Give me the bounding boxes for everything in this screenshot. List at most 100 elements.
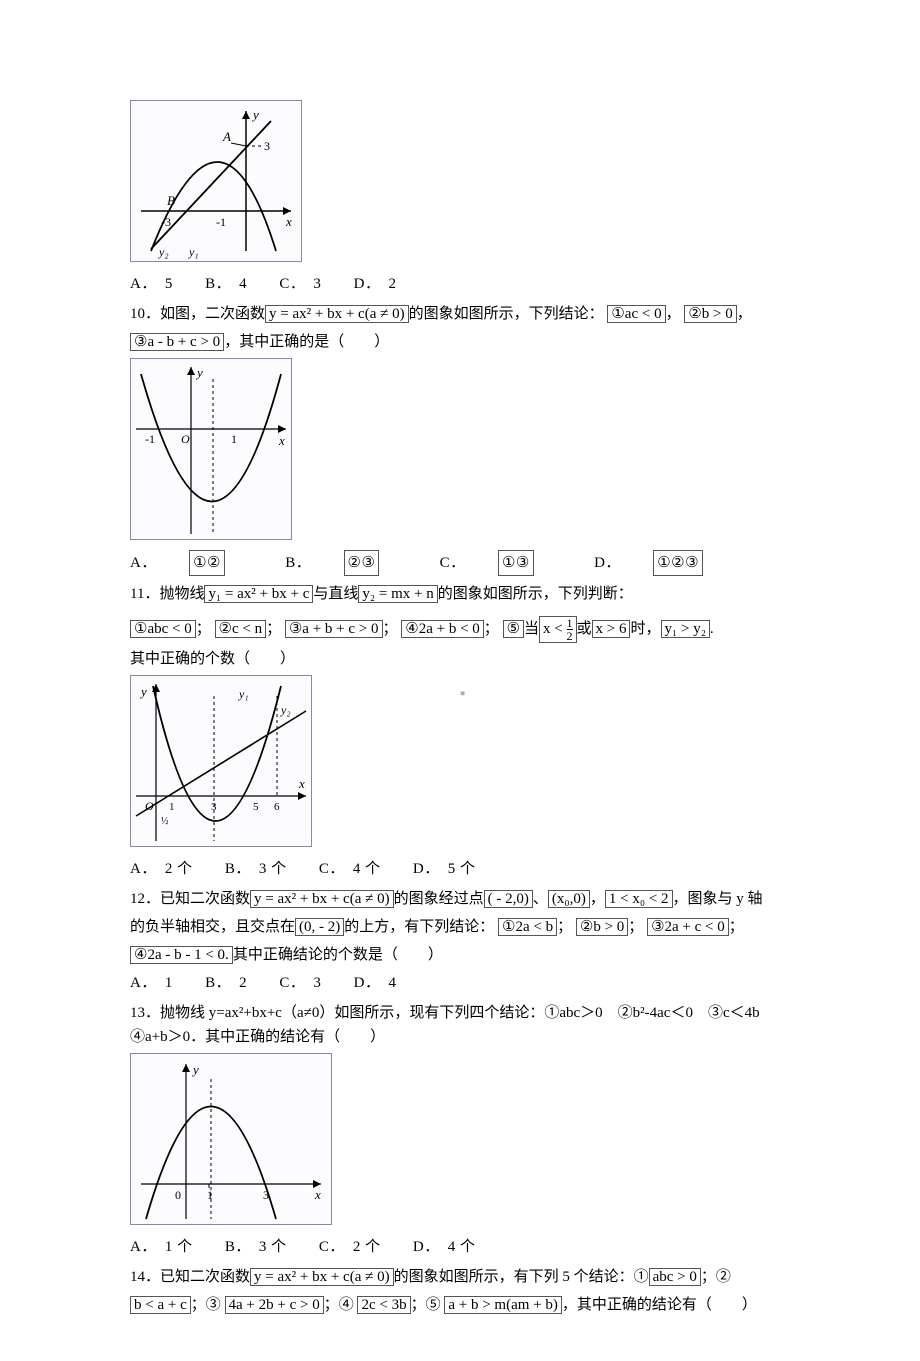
- q11-eq2: y₂ = mx + n: [358, 585, 437, 603]
- svg-text:-1: -1: [145, 432, 155, 446]
- q11-c5a: ⑤: [503, 620, 524, 638]
- q11-stem-d: 其中正确的个数（ ）: [130, 647, 790, 671]
- q11-c5b-l: 当: [524, 621, 539, 637]
- q10-optC: ①③: [498, 550, 534, 576]
- q11-stem-a: 11．抛物线: [130, 586, 204, 602]
- svg-text:y: y: [251, 107, 259, 122]
- q11-c1: ①abc < 0: [130, 620, 196, 638]
- q10-options: A． ①② B． ②③ C． ①③ D． ①②③: [130, 550, 790, 576]
- svg-text:6: 6: [274, 801, 280, 813]
- q14-stem-a: 14．已知二次函数: [130, 1269, 250, 1285]
- q11-options: A． 2 个 B． 3 个 C． 4 个 D． 5 个: [130, 857, 790, 881]
- q14-stem-e: ；④: [324, 1297, 354, 1313]
- q11-c3: ③a + b + c > 0: [285, 620, 383, 638]
- page-mark: ▪: [460, 682, 465, 706]
- q12-stem-e: 的上方，有下列结论：: [344, 919, 494, 935]
- q14-c2: b < a + c: [130, 1296, 191, 1314]
- q14-stem-g: ，其中正确的结论有（ ）: [562, 1297, 757, 1313]
- q10-optB: ②③: [344, 550, 380, 576]
- q11-c5c: 或: [577, 621, 592, 637]
- svg-text:1: 1: [231, 432, 237, 446]
- q12-optD: D． 4: [354, 971, 397, 995]
- svg-text:y: y: [195, 365, 203, 380]
- q11-optA: A． 2 个: [130, 857, 193, 881]
- q11-c2: ②c < n: [215, 620, 267, 638]
- q13-stem: 13．抛物线 y=ax²+bx+c（a≠0）如图所示，现有下列四个结论：①abc…: [130, 1001, 790, 1049]
- svg-text:y₁: y₁: [238, 687, 249, 701]
- q11-c5e: 时，: [630, 621, 660, 637]
- q11-c5d: x > 6: [592, 620, 631, 638]
- q12-c2: ②b > 0: [576, 918, 628, 936]
- q10-stem-a: 10．如图，二次函数: [130, 306, 265, 322]
- q12-optC: C． 3: [279, 971, 321, 995]
- q12-stem-b: 的图象经过点: [394, 891, 484, 907]
- q12-stem-a: 12．已知二次函数: [130, 891, 250, 907]
- svg-text:y₂: y₂: [158, 245, 169, 259]
- q10-optD: ①②③: [653, 550, 703, 576]
- q12-c3: ③2a + c < 0: [647, 918, 729, 936]
- svg-text:½: ½: [161, 816, 169, 827]
- q10-c1: ①ac < 0: [607, 305, 665, 323]
- q13-figure: y x 0 1 3: [130, 1053, 332, 1225]
- q12-p2: (x₀,0): [548, 890, 590, 908]
- q9-options: A． 5 B． 4 C． 3 D． 2: [130, 272, 790, 296]
- svg-text:x: x: [314, 1187, 321, 1202]
- svg-text:y₁: y₁: [188, 245, 199, 259]
- q10-optC-l: C．: [440, 551, 466, 575]
- q11-c5b-box: x < 12: [539, 616, 576, 643]
- q12-stem-c: ，图象与 y 轴: [673, 891, 763, 907]
- svg-text:x: x: [298, 776, 305, 791]
- q11-frac-d: 2: [567, 630, 573, 642]
- svg-text:-1: -1: [216, 215, 226, 229]
- svg-text:y: y: [139, 684, 147, 699]
- q11-stem-c: 的图象如图所示，下列判断：: [438, 586, 633, 602]
- q14-eq1: y = ax² + bx + c(a ≠ 0): [250, 1268, 394, 1286]
- svg-text:x: x: [278, 433, 285, 448]
- svg-text:O: O: [181, 432, 190, 446]
- q12-p1: ( - 2,0): [484, 890, 533, 908]
- q11-figure: y x O 1 3 5 6 ½ y₁ y₂: [130, 675, 312, 847]
- q13-optB: B． 3 个: [225, 1235, 287, 1259]
- q11-optD: D． 5 个: [413, 857, 476, 881]
- q12-options: A． 1 B． 2 C． 3 D． 4: [130, 971, 790, 995]
- q9-optA: A． 5: [130, 272, 173, 296]
- q11-tail: .: [710, 621, 714, 637]
- q9-optC: C． 3: [279, 272, 321, 296]
- q11-c4: ④2a + b < 0: [401, 620, 484, 638]
- q10-figure: y x -1 O 1: [130, 358, 292, 540]
- q9-figure: y x -1 -3 3 A B y₁ y₂: [130, 100, 302, 262]
- q12-c4: ④2a - b - 1 < 0.: [130, 946, 233, 964]
- svg-text:y: y: [191, 1062, 199, 1077]
- q10-stem-c: ，其中正确的是（ ）: [224, 334, 389, 350]
- q10-optD-l: D．: [594, 551, 621, 575]
- q11-c5f: y₁ > y₂: [661, 620, 710, 638]
- q13-options: A． 1 个 B． 3 个 C． 2 个 D． 4 个: [130, 1235, 790, 1259]
- q12-p4: (0, - 2): [295, 918, 344, 936]
- q14-stem-c: ；②: [701, 1269, 731, 1285]
- q14-c4: 2c < 3b: [357, 1296, 410, 1314]
- svg-text:0: 0: [175, 1188, 181, 1202]
- q10-stem-b: 的图象如图所示，下列结论：: [409, 306, 604, 322]
- svg-text:3: 3: [264, 139, 270, 153]
- q13-optA: A． 1 个: [130, 1235, 193, 1259]
- q13-optC: C． 2 个: [319, 1235, 381, 1259]
- q12-stem-f: 其中正确结论的个数是（ ）: [233, 947, 443, 963]
- q11-optB: B． 3 个: [225, 857, 287, 881]
- q10-c2: ②b > 0: [684, 305, 736, 323]
- svg-text:y₂: y₂: [280, 703, 291, 717]
- q14-stem-b: 的图象如图所示，有下列 5 个结论：①: [394, 1269, 649, 1285]
- q10-eq1: y = ax² + bx + c(a ≠ 0): [265, 305, 409, 323]
- q14-c5: a + b > m(am + b): [444, 1296, 562, 1314]
- q11-optC: C． 4 个: [319, 857, 381, 881]
- q13-optD: D． 4 个: [413, 1235, 476, 1259]
- q12-stem-d: 的负半轴相交，且交点在: [130, 919, 295, 935]
- q11-stem-b: 与直线: [313, 586, 358, 602]
- q11-eq1: y₁ = ax² + bx + c: [204, 585, 313, 603]
- q14-c3: 4a + 2b + c > 0: [225, 1296, 324, 1314]
- q10-optA: ①②: [189, 550, 225, 576]
- q12-optA: A． 1: [130, 971, 173, 995]
- q14-c1: abc > 0: [649, 1268, 701, 1286]
- q14-stem-d: ；③: [191, 1297, 221, 1313]
- q10-optB-l: B．: [285, 551, 311, 575]
- q12-optB: B． 2: [205, 971, 247, 995]
